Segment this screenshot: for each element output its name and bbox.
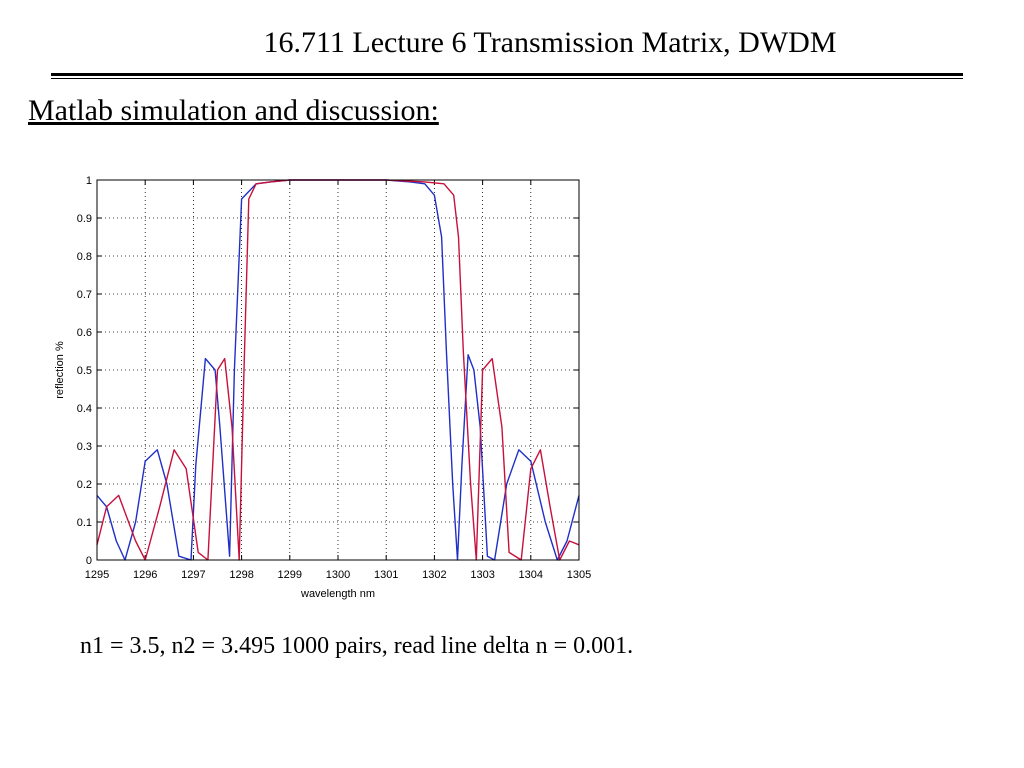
y-tick-label: 0.7 [77, 289, 92, 301]
y-tick-label: 0.9 [77, 213, 92, 225]
x-tick-label: 1297 [181, 569, 205, 581]
y-tick-label: 0.4 [77, 403, 92, 415]
y-axis-label: reflection % [54, 341, 66, 399]
y-tick-label: 0.8 [77, 251, 92, 263]
x-tick-label: 1299 [278, 569, 302, 581]
x-tick-label: 1302 [422, 569, 446, 581]
x-tick-label: 1301 [374, 569, 398, 581]
y-tick-label: 0.2 [77, 479, 92, 491]
x-axis-label: wavelength nm [300, 588, 375, 600]
x-tick-label: 1295 [85, 569, 109, 581]
y-tick-label: 0.1 [77, 517, 92, 529]
title-rule-thin [51, 78, 963, 79]
x-tick-label: 1304 [519, 569, 543, 581]
y-tick-label: 0.3 [77, 441, 92, 453]
slide-title: 16.711 Lecture 6 Transmission Matrix, DW… [263, 26, 837, 59]
x-tick-label: 1298 [229, 569, 253, 581]
y-tick-label: 0 [86, 555, 92, 567]
title-rule-thick [51, 73, 963, 76]
x-tick-label: 1303 [470, 569, 494, 581]
y-tick-label: 0.5 [77, 365, 92, 377]
caption: n1 = 3.5, n2 = 3.495 1000 pairs, read li… [80, 633, 634, 659]
x-tick-label: 1296 [133, 569, 157, 581]
y-tick-label: 1 [86, 175, 92, 187]
section-heading: Matlab simulation and discussion: [28, 94, 439, 127]
plot-area-frame [96, 179, 580, 561]
y-tick-label: 0.6 [77, 327, 92, 339]
x-tick-label: 1300 [326, 569, 350, 581]
x-tick-label: 1305 [567, 569, 591, 581]
